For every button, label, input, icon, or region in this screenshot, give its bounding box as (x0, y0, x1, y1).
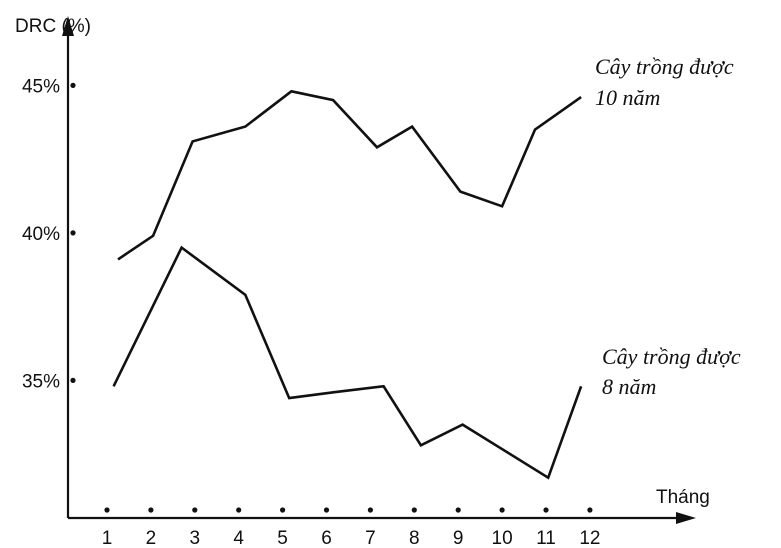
x-tick-label-7: 7 (365, 528, 376, 548)
x-tick-label-2: 2 (146, 528, 157, 548)
y-tick-dot-35 (70, 377, 76, 383)
x-tick-label-1: 1 (102, 528, 113, 548)
x-tick-dot-5 (280, 507, 286, 513)
x-tick-label-10: 10 (492, 528, 513, 548)
series-label-10-nam-line1: Cây trồng được (595, 54, 734, 79)
x-tick-label-3: 3 (190, 528, 201, 548)
series-label-8-nam-line1: Cây trồng được (602, 344, 741, 369)
x-tick-dot-3 (192, 507, 198, 513)
x-axis-title: Tháng (656, 487, 710, 508)
x-tick-dot-6 (323, 507, 330, 513)
series-line-8-nam (112, 245, 583, 480)
x-tick-dot-2 (148, 507, 154, 513)
x-tick-label-9: 9 (453, 528, 464, 548)
x-axis-arrow (676, 512, 696, 524)
x-tick-label-11: 11 (536, 528, 556, 548)
x-tick-dot-9 (455, 507, 461, 513)
y-tick-label-40: 40% (22, 224, 60, 245)
y-tick-label-35: 35% (22, 371, 60, 392)
x-tick-dot-10 (499, 507, 505, 513)
series-label-10-nam-line2: 10 năm (595, 85, 660, 110)
series-line-10-nam (117, 89, 582, 261)
x-tick-dot-8 (411, 507, 417, 513)
x-tick-label-12: 12 (579, 528, 600, 548)
y-tick-dot-40 (70, 230, 76, 236)
x-tick-label-6: 6 (321, 528, 332, 548)
x-tick-dot-11 (543, 507, 549, 513)
tick-dots (70, 82, 593, 513)
x-tick-dot-12 (587, 507, 593, 513)
x-tick-label-5: 5 (277, 528, 288, 548)
y-tick-label-45: 45% (22, 76, 60, 97)
x-tick-label-8: 8 (409, 528, 420, 548)
x-tick-dot-7 (367, 507, 373, 513)
x-tick-dot-4 (236, 507, 242, 513)
y-tick-dot-45 (70, 82, 76, 88)
x-tick-dot-1 (104, 507, 110, 513)
y-axis-title: DRC (%) (15, 16, 91, 37)
x-tick-label-4: 4 (233, 528, 244, 548)
series-label-8-nam-line2: 8 năm (602, 374, 656, 399)
y-axis-arrow (62, 16, 74, 36)
